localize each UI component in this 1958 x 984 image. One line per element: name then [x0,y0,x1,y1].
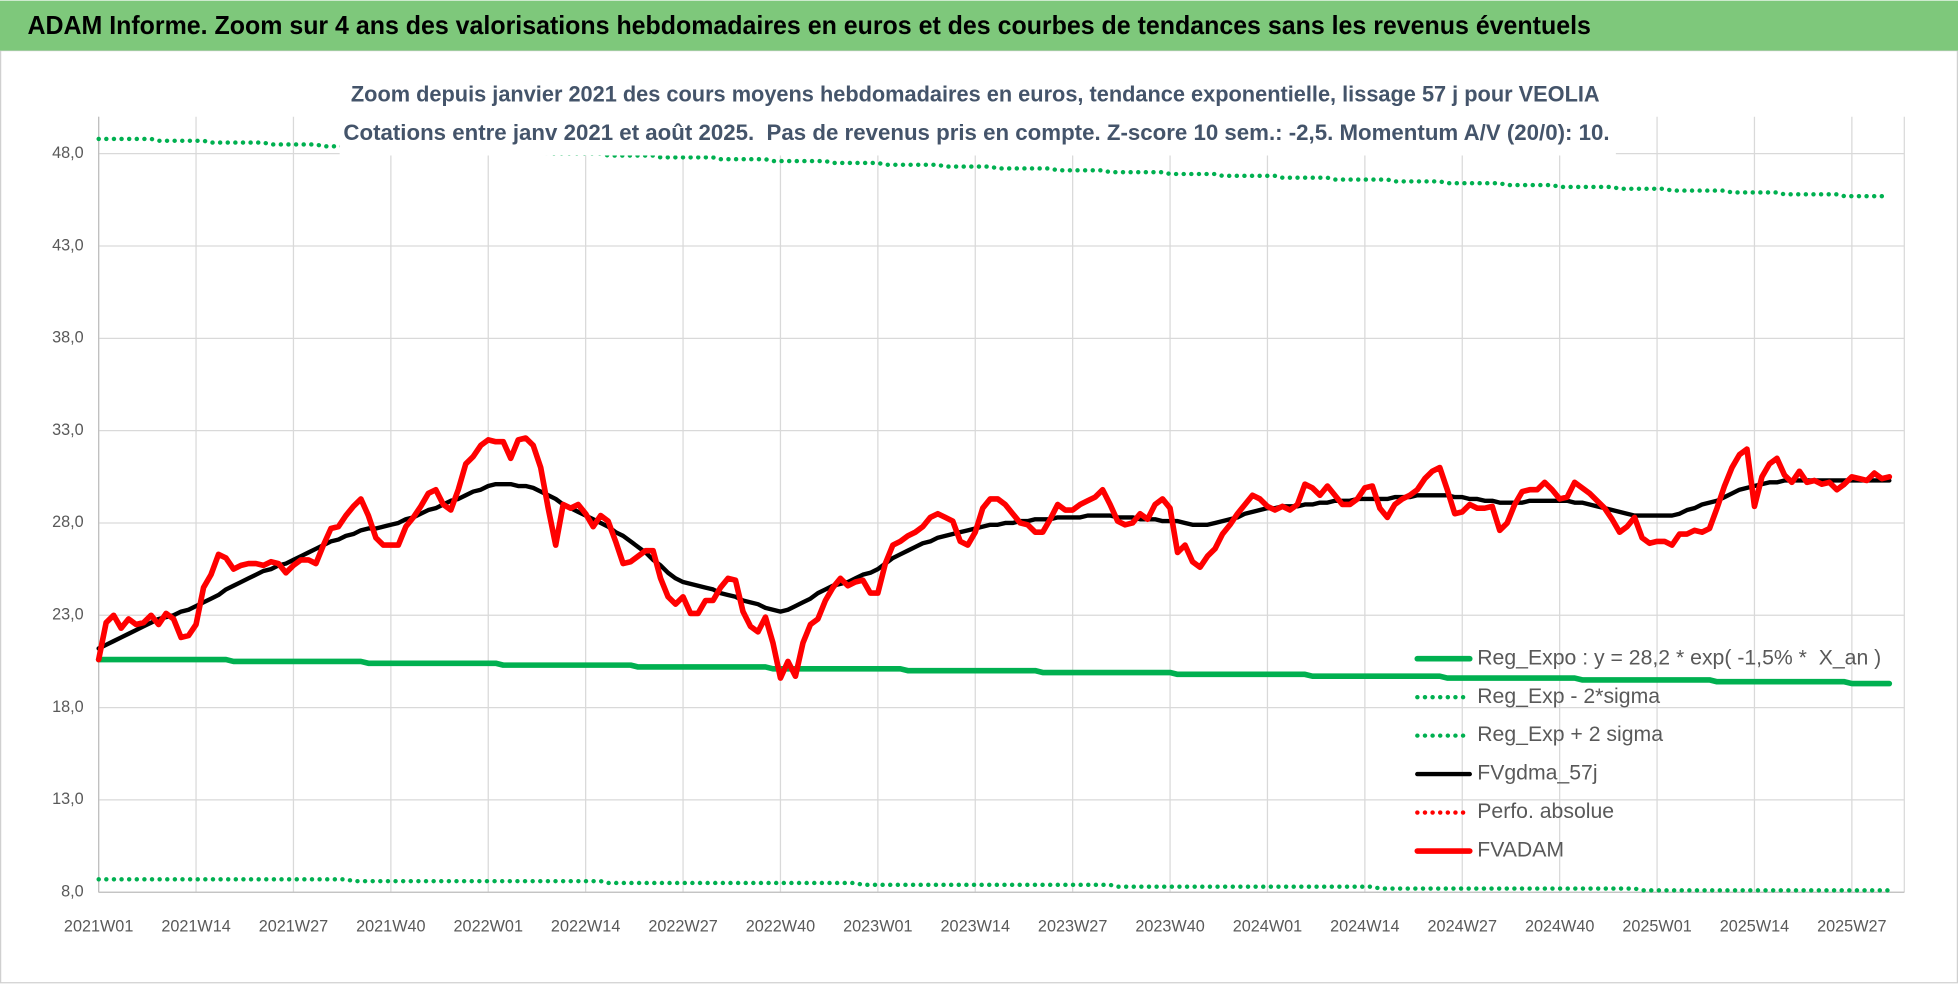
x-tick-label: 2025W14 [1720,917,1789,935]
x-tick-label: 2022W01 [454,917,523,935]
series-line [96,136,1892,199]
series-line [95,656,1893,687]
y-tick-label: 23,0 [52,606,84,624]
chart-subtitle: Cotations entre janv 2021 et août 2025. … [343,120,1609,145]
y-tick-label: 38,0 [52,329,84,347]
x-tick-label: 2023W14 [941,917,1010,935]
legend-label: Reg_Exp + 2 sigma [1477,723,1663,746]
y-tick-label: 18,0 [52,698,84,716]
x-tick-label: 2021W27 [259,917,328,935]
header-bar [0,0,1958,51]
x-tick-label: 2025W27 [1817,917,1886,935]
x-tick-label: 2022W14 [551,917,620,935]
x-tick-label: 2021W01 [64,917,133,935]
chart-subtitle: Zoom depuis janvier 2021 des cours moyen… [351,81,1600,106]
subtitle-block: Zoom depuis janvier 2021 des cours moyen… [339,75,1616,156]
plot-area: 8,0 13,0 18,0 23,0 28,0 33,0 38,0 43,0 48,0 2021W… [52,116,1905,935]
chart-title: ADAM Informe. Zoom sur 4 ans des valoris… [27,10,1590,40]
y-tick-label: 8,0 [61,882,84,900]
x-tick-label: 2024W01 [1233,917,1302,935]
x-tick-label: 2022W40 [746,917,815,935]
y-tick-label: 28,0 [52,513,84,531]
y-tick-label: 43,0 [52,236,84,254]
x-tick-label: 2024W14 [1330,917,1399,935]
x-tick-label: 2025W01 [1622,917,1691,935]
legend-label: Reg_Expo : y = 28,2 * exp( -1,5% * X_an … [1477,646,1881,669]
x-tick-label: 2021W14 [161,917,230,935]
x-tick-label: 2023W01 [843,917,912,935]
x-tick-label: 2022W27 [648,917,717,935]
legend-label: Perfo. absolue [1477,800,1614,823]
legend-label: FVADAM [1477,839,1564,862]
series-line [96,877,1892,893]
legend-label: Reg_Exp - 2*sigma [1477,685,1660,708]
y-tick-label: 13,0 [52,790,84,808]
legend: Reg_Expo : y = 28,2 * exp( -1,5% * X_an … [1414,646,1881,862]
y-tick-label: 33,0 [52,421,84,439]
series-line [96,478,1892,651]
series-line [95,435,1893,681]
y-tick-label: 48,0 [52,144,84,162]
x-tick-label: 2024W27 [1428,917,1497,935]
x-tick-label: 2023W40 [1135,917,1204,935]
x-tick-label: 2023W27 [1038,917,1107,935]
x-tick-label: 2021W40 [356,917,425,935]
subtitle-background [339,75,1616,156]
x-tick-label: 2024W40 [1525,917,1594,935]
legend-label: FVgdma_57j [1477,762,1597,785]
